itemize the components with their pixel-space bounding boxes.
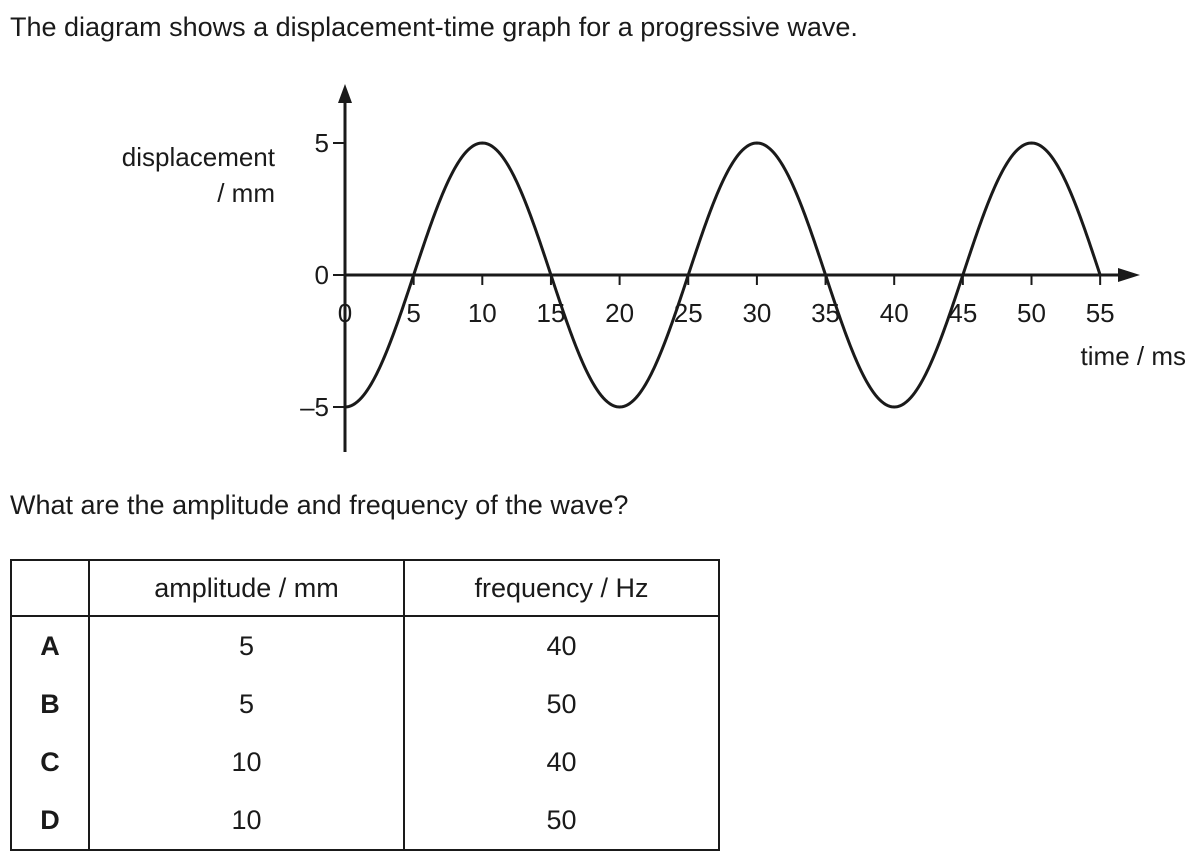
x-tick-label: 20 xyxy=(605,298,634,328)
header-letter xyxy=(10,559,90,617)
x-tick-label: 30 xyxy=(742,298,771,328)
y-axis-ticks: 5 0 –5 xyxy=(300,128,345,422)
header-frequency: frequency / Hz xyxy=(403,559,720,617)
y-tick-label: –5 xyxy=(300,392,329,422)
x-tick-label: 50 xyxy=(1017,298,1046,328)
header-amplitude: amplitude / mm xyxy=(88,559,405,617)
option-letter: C xyxy=(10,733,90,791)
option-frequency: 40 xyxy=(403,616,720,675)
x-tick-label: 55 xyxy=(1086,298,1115,328)
y-tick-label: 0 xyxy=(315,260,329,290)
option-frequency: 50 xyxy=(403,675,720,733)
option-amplitude: 5 xyxy=(88,616,405,675)
option-letter: D xyxy=(10,791,90,851)
option-row-d: D 10 50 xyxy=(10,791,720,851)
question-text: What are the amplitude and frequency of … xyxy=(10,490,629,520)
option-row-b: B 5 50 xyxy=(10,675,720,733)
x-tick-label: 0 xyxy=(338,298,352,328)
table-header-row: amplitude / mm frequency / Hz xyxy=(10,559,720,617)
option-row-a: A 5 40 xyxy=(10,616,720,675)
option-frequency: 40 xyxy=(403,733,720,791)
x-axis-ticks: 0 5 10 15 20 25 30 35 40 45 50 55 xyxy=(338,275,1115,328)
x-tick-label: 40 xyxy=(880,298,909,328)
y-axis-label-line2: / mm xyxy=(217,178,275,208)
y-tick-label: 5 xyxy=(315,128,329,158)
option-letter: A xyxy=(10,616,90,675)
displacement-time-graph: 50–5 0 5 10 15 20 25 30 35 40 45 50 55 displacement… xyxy=(122,84,1186,452)
x-tick-label: 10 xyxy=(468,298,497,328)
y-axis-arrow-icon xyxy=(338,84,352,103)
x-axis-label: time / ms xyxy=(1081,341,1186,371)
x-tick-label: 5 xyxy=(406,298,420,328)
option-letter: B xyxy=(10,675,90,733)
option-amplitude: 10 xyxy=(88,791,405,851)
y-axis-label-line1: displacement xyxy=(122,142,276,172)
x-axis-arrow-icon xyxy=(1118,268,1140,282)
option-amplitude: 10 xyxy=(88,733,405,791)
intro-text: The diagram shows a displacement-time gr… xyxy=(10,12,858,42)
wave-curve xyxy=(344,141,1102,409)
option-frequency: 50 xyxy=(403,791,720,851)
option-row-c: C 10 40 xyxy=(10,733,720,791)
answer-options-table: amplitude / mm frequency / Hz A 5 40 B 5… xyxy=(10,559,720,851)
option-amplitude: 5 xyxy=(88,675,405,733)
graph-axes xyxy=(338,84,1140,452)
